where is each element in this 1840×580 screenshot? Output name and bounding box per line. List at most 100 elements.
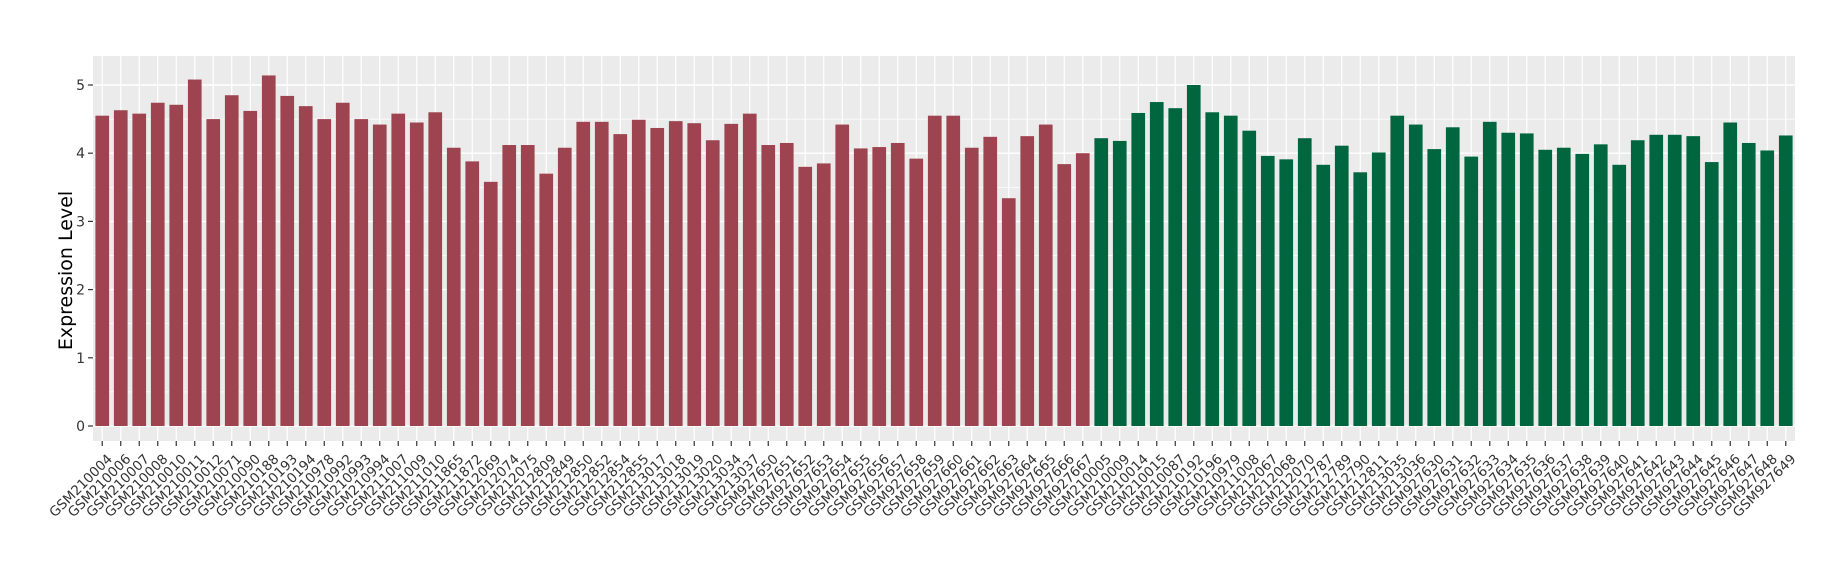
y-tick-label: 1 — [76, 351, 85, 367]
bar-GSM213019 — [687, 123, 702, 426]
bar-GSM927657 — [890, 142, 905, 426]
bar-GSM212070 — [1297, 138, 1312, 427]
bar-GSM212069 — [483, 181, 498, 426]
bar-GSM927640 — [1612, 164, 1627, 426]
bar-GSM927649 — [1778, 135, 1793, 426]
bar-GSM211872 — [465, 161, 480, 426]
bar-GSM927647 — [1741, 142, 1756, 426]
bar-GSM213036 — [1408, 124, 1423, 426]
bar-GSM927645 — [1704, 162, 1719, 427]
bar-GSM211008 — [1242, 130, 1257, 426]
bar-GSM210004 — [95, 115, 110, 426]
bar-GSM210011 — [187, 79, 202, 426]
bar-GSM210188 — [261, 75, 276, 427]
bar-GSM927659 — [927, 115, 942, 426]
bar-GSM927643 — [1667, 134, 1682, 426]
bar-GSM212790 — [1353, 172, 1368, 426]
bar-GSM927667 — [1075, 153, 1090, 426]
bar-GSM210994 — [372, 124, 387, 426]
bar-GSM927650 — [761, 145, 776, 427]
bar-GSM927633 — [1482, 121, 1497, 426]
bar-GSM927658 — [909, 158, 924, 426]
bar-GSM210012 — [206, 119, 221, 426]
bar-GSM210992 — [335, 102, 350, 427]
bar-GSM212854 — [613, 134, 628, 426]
bar-GSM210015 — [1149, 102, 1164, 427]
bar-GSM212068 — [1279, 159, 1294, 426]
bar-GSM212849 — [557, 147, 572, 426]
bar-GSM927642 — [1649, 134, 1664, 426]
bar-GSM210090 — [243, 110, 258, 426]
bar-GSM211865 — [446, 147, 461, 426]
bar-GSM210193 — [280, 95, 295, 427]
bar-GSM927646 — [1723, 122, 1738, 426]
bar-GSM927637 — [1556, 147, 1571, 426]
bar-GSM927636 — [1538, 149, 1553, 427]
bar-GSM212789 — [1334, 145, 1349, 426]
bar-GSM927648 — [1760, 150, 1775, 427]
bar-GSM927654 — [835, 124, 850, 426]
bar-GSM927634 — [1501, 132, 1516, 427]
bar-GSM927655 — [853, 148, 868, 426]
bar-GSM210192 — [1186, 85, 1201, 426]
bar-GSM927639 — [1593, 144, 1608, 427]
x-axis: GSM210004GSM210006GSM210007GSM210008GSM2… — [46, 441, 1799, 521]
bars — [95, 75, 1793, 427]
bar-GSM927663 — [1001, 198, 1016, 426]
bar-GSM927660 — [946, 115, 961, 426]
bar-GSM211007 — [391, 113, 406, 427]
bar-GSM213034 — [724, 123, 739, 427]
bar-GSM211009 — [409, 122, 424, 426]
bar-GSM927651 — [779, 142, 794, 426]
bar-GSM927630 — [1427, 149, 1442, 426]
bar-GSM213020 — [705, 140, 720, 426]
bar-GSM927652 — [798, 166, 813, 426]
bar-GSM927662 — [983, 136, 998, 426]
y-tick-label: 3 — [76, 214, 85, 230]
bar-GSM927664 — [1020, 136, 1035, 426]
y-tick-label: 4 — [76, 146, 85, 162]
bar-GSM210006 — [113, 110, 128, 426]
bar-GSM210978 — [317, 119, 332, 426]
bar-GSM927653 — [816, 163, 831, 426]
bar-GSM210005 — [1094, 138, 1109, 427]
bar-GSM213018 — [668, 121, 683, 427]
bar-GSM927641 — [1630, 140, 1645, 426]
bar-GSM210007 — [132, 113, 147, 427]
bar-GSM210993 — [354, 119, 369, 426]
bar-GSM210010 — [169, 104, 184, 426]
bar-GSM927638 — [1575, 153, 1590, 426]
bar-GSM211010 — [428, 112, 443, 426]
bar-GSM927661 — [964, 147, 979, 426]
bar-GSM212787 — [1316, 164, 1331, 426]
bar-GSM212074 — [502, 145, 517, 427]
bar-GSM213017 — [650, 127, 665, 426]
bar-GSM210979 — [1223, 115, 1238, 426]
bar-GSM212855 — [631, 119, 646, 427]
bar-GSM927635 — [1519, 133, 1534, 426]
bar-GSM210194 — [298, 106, 313, 426]
bar-GSM927644 — [1686, 136, 1701, 426]
bar-GSM212067 — [1260, 155, 1275, 427]
y-axis-title: Expression Level — [55, 191, 77, 350]
bar-GSM212811 — [1371, 152, 1386, 426]
bar-GSM210008 — [150, 102, 165, 427]
y-axis: 0 1 2 3 4 5 — [76, 78, 93, 435]
bar-GSM210087 — [1168, 108, 1183, 427]
bar-GSM212850 — [576, 121, 591, 426]
bar-GSM212809 — [539, 173, 554, 426]
bar-GSM210071 — [224, 95, 239, 426]
bar-GSM927631 — [1445, 127, 1460, 426]
y-tick-label: 5 — [76, 78, 85, 94]
bar-GSM210014 — [1131, 112, 1146, 426]
bar-GSM213035 — [1390, 115, 1405, 426]
bar-GSM927632 — [1464, 156, 1479, 427]
y-tick-label: 2 — [76, 283, 85, 299]
bar-GSM212075 — [520, 145, 535, 427]
bar-GSM927665 — [1038, 124, 1053, 426]
bar-GSM213037 — [742, 113, 757, 427]
bar-GSM927656 — [872, 147, 887, 426]
bar-GSM210196 — [1205, 112, 1220, 426]
